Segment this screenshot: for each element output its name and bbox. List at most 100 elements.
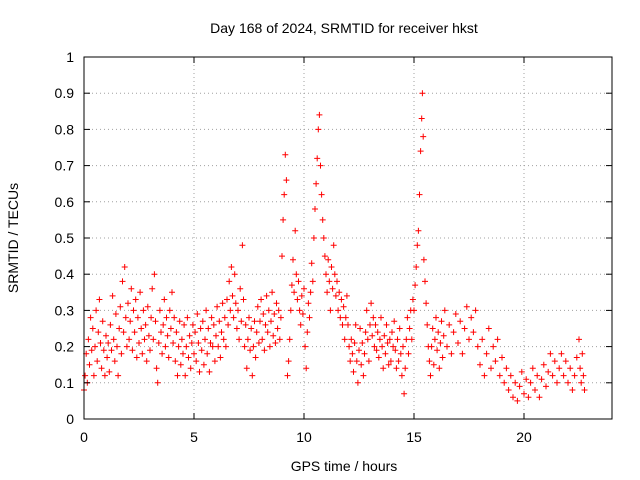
- data-point: [196, 368, 203, 375]
- data-point: [439, 354, 446, 361]
- data-point: [177, 361, 184, 368]
- data-point: [455, 340, 461, 346]
- data-point: [532, 387, 538, 393]
- data-point: [485, 325, 492, 332]
- data-point: [312, 206, 318, 212]
- data-point: [156, 307, 163, 314]
- data-point: [106, 368, 113, 375]
- data-point: [230, 314, 237, 321]
- data-point: [404, 314, 411, 321]
- data-point: [435, 329, 442, 336]
- y-axis-label: SRMTID / TECUs: [5, 183, 21, 293]
- x-tick-label: 10: [296, 429, 312, 445]
- data-point: [233, 325, 240, 332]
- data-point: [327, 307, 334, 314]
- data-point: [293, 271, 300, 278]
- data-point: [92, 343, 98, 350]
- data-point: [576, 336, 582, 343]
- x-tick-label: 5: [190, 429, 198, 445]
- data-point: [490, 343, 497, 350]
- data-point: [347, 358, 354, 365]
- data-point: [390, 343, 397, 350]
- data-point: [270, 332, 277, 339]
- data-point: [446, 321, 453, 328]
- data-point: [326, 278, 333, 285]
- data-point: [98, 365, 105, 372]
- data-point: [387, 358, 394, 365]
- data-point: [158, 329, 164, 336]
- data-point: [436, 365, 443, 372]
- data-point: [116, 325, 123, 332]
- data-point: [360, 372, 367, 379]
- data-point: [527, 379, 534, 386]
- data-point: [426, 358, 433, 365]
- data-point: [324, 289, 331, 296]
- data-point: [565, 379, 571, 386]
- data-point: [291, 289, 298, 296]
- data-point: [228, 264, 235, 270]
- data-point: [397, 350, 404, 357]
- data-point: [357, 325, 364, 332]
- data-point: [89, 325, 96, 332]
- data-point: [367, 321, 373, 328]
- data-point: [345, 321, 351, 328]
- data-point: [323, 271, 329, 278]
- data-point: [183, 343, 190, 350]
- data-point: [195, 340, 202, 346]
- data-point: [373, 347, 380, 354]
- data-point: [468, 314, 475, 321]
- data-point: [169, 289, 175, 296]
- data-point: [150, 336, 157, 343]
- data-point: [331, 271, 338, 278]
- data-point: [214, 303, 221, 310]
- data-point: [159, 350, 166, 357]
- data-point: [149, 285, 156, 292]
- data-point: [145, 332, 152, 339]
- data-point: [167, 325, 174, 332]
- data-point: [109, 292, 116, 299]
- data-point: [474, 343, 481, 350]
- data-point: [385, 361, 392, 368]
- data-point: [170, 340, 177, 346]
- data-point: [255, 340, 262, 346]
- data-point: [529, 365, 536, 372]
- data-point: [330, 242, 337, 249]
- data-point: [346, 343, 353, 350]
- data-point: [140, 307, 147, 314]
- data-point: [236, 336, 243, 343]
- data-point: [96, 296, 103, 303]
- data-point: [403, 336, 410, 343]
- data-point: [90, 372, 97, 379]
- data-point: [276, 336, 283, 343]
- data-point: [466, 336, 472, 343]
- data-point: [208, 314, 215, 321]
- data-point: [305, 300, 312, 307]
- data-point: [269, 289, 276, 296]
- data-point: [288, 282, 295, 289]
- data-point: [95, 329, 102, 336]
- data-point: [319, 216, 326, 223]
- y-tick-label: 0.5: [55, 230, 75, 246]
- data-point: [556, 365, 563, 372]
- data-point: [398, 372, 405, 379]
- data-point: [173, 329, 180, 336]
- data-point: [534, 372, 541, 379]
- data-point: [86, 361, 93, 368]
- data-point: [381, 332, 388, 339]
- data-point: [279, 253, 285, 260]
- data-point: [353, 358, 360, 365]
- data-point: [481, 372, 488, 379]
- data-point: [265, 307, 272, 314]
- data-point: [251, 318, 258, 325]
- data-point: [185, 354, 192, 361]
- data-point: [395, 358, 402, 365]
- data-point: [441, 307, 448, 314]
- data-point: [213, 332, 219, 339]
- data-point: [370, 314, 377, 321]
- data-point: [198, 347, 205, 354]
- data-point: [123, 343, 130, 350]
- data-point: [341, 336, 348, 343]
- data-point: [536, 394, 543, 401]
- data-point: [554, 379, 560, 386]
- data-point: [492, 358, 499, 365]
